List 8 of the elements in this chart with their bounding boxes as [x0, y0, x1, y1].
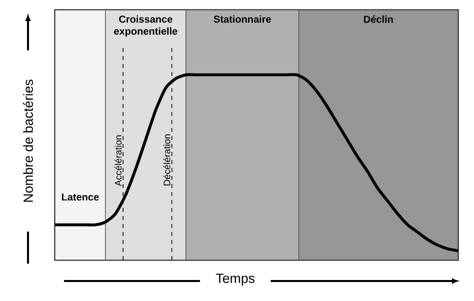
annotation: Accélération	[114, 135, 122, 186]
text: Déclin	[364, 15, 393, 23]
y-axis-title: Nombre de bactéries	[23, 80, 33, 202]
annotation: Décélération	[163, 134, 170, 186]
x-axis-title: Temps	[216, 274, 255, 286]
text: Stationnaire	[214, 15, 271, 23]
annotation: Latence	[62, 194, 99, 201]
text: Croissance exponentielle	[114, 15, 178, 37]
